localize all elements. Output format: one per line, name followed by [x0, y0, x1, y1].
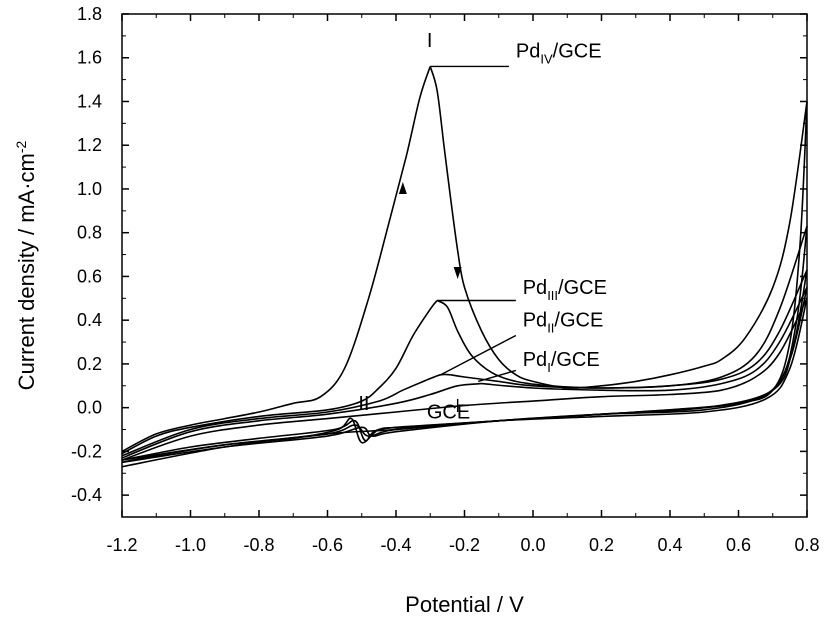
series-pd-iii-gce-reverse	[436, 225, 808, 389]
annotation-label: I	[427, 30, 433, 52]
series-pd-i-gce-cathodic	[121, 287, 808, 464]
series-pd-ii-gce-forward	[121, 373, 451, 457]
series-pd-iv-gce-forward	[121, 66, 431, 453]
series-pd-iii-gce-forward	[121, 299, 438, 455]
y-tick-label: 0.8	[77, 223, 102, 243]
x-tick-label: 0.4	[657, 535, 682, 555]
x-tick-label: -1.2	[106, 535, 137, 555]
annotation-label: PdIV/GCE	[516, 41, 602, 67]
annotation-label: II	[358, 393, 369, 415]
annotation-label: PdII/GCE	[523, 310, 604, 336]
direction-arrow	[398, 181, 407, 194]
leader-line	[440, 334, 517, 376]
x-axis-title: Potential / V	[405, 592, 524, 617]
series-pd-i-gce-forward	[121, 382, 482, 459]
y-tick-label: -0.4	[71, 485, 102, 505]
plot-border	[121, 13, 808, 518]
series-pd-ii-gce-reverse	[450, 269, 808, 389]
direction-arrow	[453, 267, 462, 280]
x-axis-ticks: -1.2 -1.0 -0.8 -0.6 -0.4 -0.2 0.0 0.2 0.4 0.6 0.8	[106, 14, 820, 555]
x-tick-label: -1.0	[175, 535, 206, 555]
y-tick-label: 0.6	[77, 266, 102, 286]
y-tick-label: 0.4	[77, 310, 102, 330]
y-axis-title-text: Current density / mA·cm	[14, 153, 39, 390]
y-axis-ticks: -0.4 -0.2 0.0 0.2 0.4 0.6 0.8 1.0 1.2 1.4 1.6 1.8	[71, 4, 807, 518]
x-tick-label: 0.0	[520, 535, 545, 555]
series-pd-i-gce-reverse	[481, 287, 808, 392]
series-gce-reverse	[121, 298, 808, 468]
x-tick-label: -0.6	[312, 535, 343, 555]
x-tick-label: 0.6	[726, 535, 751, 555]
leader-line	[478, 369, 517, 383]
annotation-label: PdI/GCE	[523, 349, 600, 375]
y-tick-label: 0.0	[77, 398, 102, 418]
y-tick-label: 1.4	[77, 91, 102, 111]
series-gce-forward	[121, 297, 808, 461]
y-tick-label: 1.2	[77, 135, 102, 155]
series-pd-iv-gce-reverse	[429, 66, 808, 389]
y-axis-title-sup: -2	[13, 140, 29, 153]
y-tick-label: 1.8	[77, 4, 102, 24]
y-axis-title: Current density / mA·cm-2	[13, 140, 39, 390]
x-tick-label: -0.4	[380, 535, 411, 555]
plot-frame	[121, 13, 808, 518]
y-tick-label: 0.2	[77, 354, 102, 374]
x-tick-label: 0.8	[794, 535, 819, 555]
y-tick-label: 1.0	[77, 179, 102, 199]
x-tick-label: 0.2	[589, 535, 614, 555]
y-tick-label: -0.2	[71, 441, 102, 461]
y-tick-label: 1.6	[77, 48, 102, 68]
annotation-label: PdIII/GCE	[523, 277, 607, 303]
x-tick-label: -0.2	[449, 535, 480, 555]
series-pd-ii-gce-cathodic	[121, 269, 808, 461]
x-tick-label: -0.8	[243, 535, 274, 555]
series-curves	[121, 66, 808, 468]
annotation-label: GCE	[427, 402, 470, 424]
